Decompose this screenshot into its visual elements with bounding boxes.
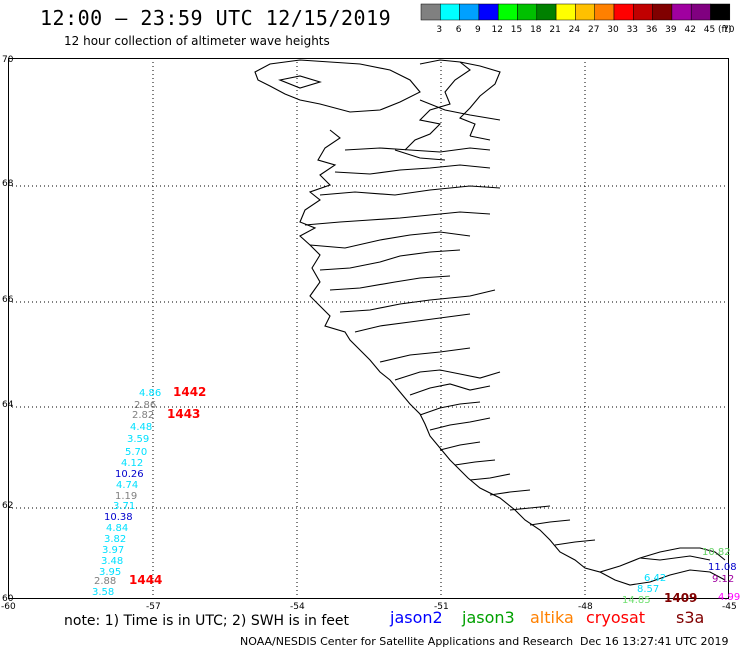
lat-label: 60 (2, 594, 14, 604)
legend-swatch (652, 3, 673, 21)
legend-label: 33 (627, 25, 638, 35)
pass-id-1444: 1444 (129, 573, 162, 587)
wave-height-label: 2.86 (134, 400, 156, 411)
lat-label: 66 (2, 295, 14, 305)
lat-label: 64 (2, 400, 14, 410)
wave-height-label: 3.71 (113, 501, 135, 512)
legend-swatch (478, 3, 499, 21)
legend-swatch (671, 3, 692, 21)
sat-s3a: s3a (676, 608, 705, 627)
legend-swatch (440, 3, 460, 21)
legend-swatch (575, 3, 595, 21)
legend-label: 18 (530, 25, 542, 35)
wave-height-label: 2.88 (94, 576, 116, 587)
pass-id-1442: 1442 (173, 385, 206, 399)
coastline (254, 59, 726, 586)
wave-height-label: 3.95 (99, 567, 121, 578)
legend-swatch (633, 3, 653, 21)
lon-label: -51 (434, 602, 449, 612)
lon-label: -48 (578, 602, 593, 612)
legend-label: 45 (704, 25, 715, 35)
wave-height-label: 3.58 (92, 587, 114, 598)
sat-altika: altika (530, 608, 574, 627)
legend-unit: (ft) (718, 25, 732, 35)
page-subtitle: 12 hour collection of altimeter wave hei… (64, 34, 330, 48)
wave-height-label: 10.26 (115, 469, 144, 480)
wave-height-label: 3.48 (101, 556, 123, 567)
legend-label: 27 (588, 25, 599, 35)
sat-jason2: jason2 (390, 608, 443, 627)
lon-label: -54 (290, 602, 305, 612)
lat-labels: 70 68 66 64 62 60 (2, 55, 14, 604)
wave-height-label: 14.85 (622, 595, 651, 606)
wave-height-label: 4.12 (121, 458, 143, 469)
wave-height-label: 10.38 (104, 512, 133, 523)
wave-height-label: 4.84 (106, 523, 128, 534)
legend-swatch (690, 3, 711, 21)
footnote: note: 1) Time is in UTC; 2) SWH is in fe… (64, 613, 350, 629)
lat-label: 62 (2, 501, 13, 511)
wave-height-label: 1.19 (115, 491, 137, 502)
sat-jason3: jason3 (462, 608, 515, 627)
legend-swatch (555, 3, 576, 21)
wave-height-label: 4.48 (130, 422, 152, 433)
legend-label: 36 (646, 25, 658, 35)
sat-cryosat: cryosat (586, 608, 646, 627)
wave-height-label: 3.97 (102, 545, 124, 556)
legend-swatch (594, 3, 615, 21)
legend-swatch (497, 3, 518, 21)
legend-label: 30 (607, 25, 619, 35)
lat-label: 68 (2, 179, 14, 189)
legend-swatch (613, 3, 634, 21)
legend-label: 15 (511, 25, 522, 35)
lon-label: -60 (1, 602, 16, 612)
credit-line: NOAA/NESDIS Center for Satellite Applica… (240, 635, 574, 648)
lat-label: 70 (2, 55, 14, 65)
legend-label: 12 (491, 25, 502, 35)
wave-height-label: 4.99 (718, 592, 740, 603)
wave-height-label: 8.57 (637, 584, 659, 595)
wave-height-label: 11.08 (708, 562, 737, 573)
legend-label: 24 (569, 25, 581, 35)
lon-label: -45 (722, 602, 737, 612)
wave-height-label: 4.86 (139, 388, 161, 399)
page-title: 12:00 – 23:59 UTC 12/15/2019 (40, 6, 392, 30)
pass-id-1409: 1409 (664, 591, 697, 605)
legend-label: 39 (665, 25, 677, 35)
wave-height-label: 6.42 (644, 573, 666, 584)
legend-swatch (459, 3, 480, 21)
legend-label: 21 (549, 25, 560, 35)
color-legend: 3 6 9 12 15 18 21 24 27 30 33 36 39 42 45 70(ft) (420, 3, 735, 35)
legend-swatch (517, 3, 538, 21)
pass-id-1443: 1443 (167, 407, 200, 421)
wave-height-label: 3.82 (104, 534, 126, 545)
lon-labels: -60 -57 -54 -51 -48 -45 (1, 602, 737, 612)
legend-label: 42 (684, 25, 695, 35)
graticule (8, 58, 728, 598)
legend-swatch (710, 3, 731, 21)
legend-label: 6 (456, 25, 462, 35)
legend-swatch (536, 3, 557, 21)
west-track-labels: 4.862.862.824.483.59 5.704.1210.264.741.1… (92, 388, 161, 598)
lon-label: -57 (146, 602, 161, 612)
wave-height-label: 4.74 (116, 480, 138, 491)
map-frame (8, 58, 729, 599)
wave-height-label: 10.82 (702, 547, 731, 558)
legend-label: 9 (475, 25, 481, 35)
legend-label: 3 (436, 25, 442, 35)
wave-height-label: 5.70 (125, 447, 147, 458)
legend-swatch (420, 3, 441, 21)
pass-ids: 1442 1443 1444 1409 (129, 385, 697, 605)
wave-height-label: 3.59 (127, 434, 149, 445)
generated-timestamp: Dec 16 13:27:41 UTC 2019 (580, 635, 729, 648)
wave-height-label: 2.82 (132, 410, 154, 421)
wave-height-label: 9.12 (712, 574, 734, 585)
legend-label: 70 (723, 25, 735, 35)
